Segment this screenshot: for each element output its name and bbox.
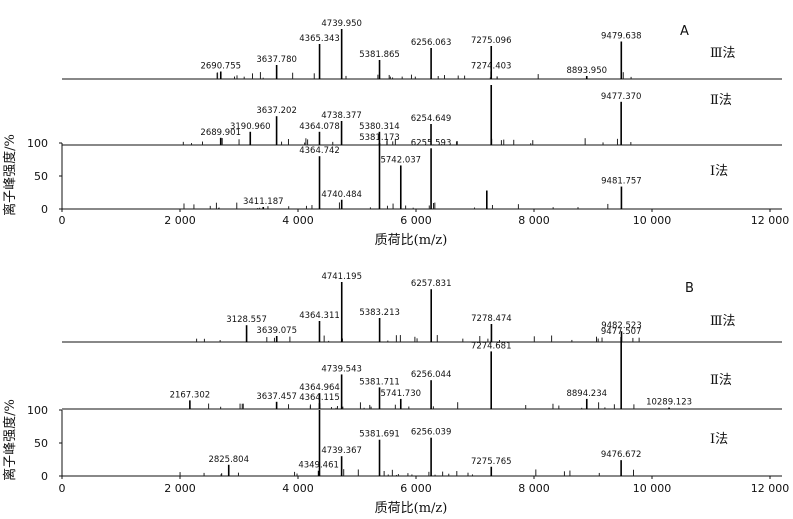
peak-label: 3639.075 bbox=[256, 326, 297, 336]
peak-label: 5381.173 bbox=[359, 133, 400, 143]
peak-label: 4364.078 bbox=[299, 122, 340, 132]
peak-label: 3190.960 bbox=[230, 122, 271, 132]
trace-label: Ⅲ法 bbox=[710, 314, 736, 329]
x-tick-label: 4 000 bbox=[282, 214, 314, 227]
peak-label: 3128.557 bbox=[226, 315, 267, 325]
x-tick-label: 10 000 bbox=[633, 214, 672, 227]
y-tick-label: 0 bbox=[41, 470, 48, 483]
peak-label: 4741.195 bbox=[321, 272, 362, 282]
x-tick-label: 8 000 bbox=[518, 482, 550, 495]
peak-label: 8893.950 bbox=[566, 66, 607, 76]
peak-label: 4365.343 bbox=[299, 34, 340, 44]
peak-label: 6255.593 bbox=[411, 138, 452, 148]
peak-label: 4740.484 bbox=[321, 190, 362, 200]
peak-label: 4739.367 bbox=[321, 446, 362, 456]
peak-label: 7274.403 bbox=[471, 62, 512, 72]
peak-label: 8894.234 bbox=[566, 389, 607, 399]
peak-label: 5741.730 bbox=[380, 389, 421, 399]
peak-label: 10289.123 bbox=[646, 398, 692, 408]
peak-label: 4364.311 bbox=[299, 311, 340, 321]
x-tick-label: 0 bbox=[59, 214, 66, 227]
peak-label: 2167.302 bbox=[170, 390, 211, 400]
peak-label: 5381.711 bbox=[359, 377, 400, 387]
peak-label: 4739.950 bbox=[321, 19, 362, 29]
peak-label: 9477.370 bbox=[601, 92, 642, 102]
x-axis-title: 质荷比(m/z) bbox=[375, 233, 448, 248]
peak-label: 3637.202 bbox=[256, 106, 297, 116]
trace: 0 50 100 2825.804 4349.461 4739.367 5381.691 62… bbox=[27, 404, 782, 483]
panel-letter: B bbox=[685, 281, 694, 296]
peak-label: 2690.755 bbox=[200, 62, 241, 72]
peak-label: 4364.964 bbox=[299, 383, 340, 393]
peak-label: 5381.865 bbox=[359, 50, 400, 60]
x-tick-label: 2 000 bbox=[164, 214, 196, 227]
peak-label: 3637.780 bbox=[256, 55, 297, 65]
peak-label: 4364.115 bbox=[299, 393, 340, 403]
peak-label: 3411.187 bbox=[243, 197, 284, 207]
peak-label: 2825.804 bbox=[208, 455, 249, 465]
peak-label: 6257.831 bbox=[411, 279, 452, 289]
panel-letter: A bbox=[680, 24, 689, 39]
x-tick-label: 12 000 bbox=[751, 482, 790, 495]
peak-label: 7278.474 bbox=[471, 314, 512, 324]
trace-label: Ⅱ法 bbox=[710, 373, 732, 388]
peak-label: 4738.377 bbox=[321, 111, 362, 121]
y-tick-label: 100 bbox=[27, 137, 48, 150]
x-tick-label: 4 000 bbox=[282, 482, 314, 495]
panel-b: 0 2 000 4 000 6 000 8 000 10 000 12 000 质荷比(m/z… bbox=[2, 272, 789, 516]
trace: 0 50 100 3411.187 4364.742 4740.484 5381.173 57… bbox=[27, 133, 782, 216]
peak-label: 9477.507 bbox=[601, 327, 642, 337]
peak-label: 2689.901 bbox=[200, 128, 241, 138]
peak-label: 9479.638 bbox=[601, 32, 642, 42]
peak-label: 6254.649 bbox=[411, 114, 452, 124]
peak-label: 6256.063 bbox=[411, 38, 452, 48]
x-tick-label: 8 000 bbox=[518, 214, 550, 227]
peak-label: 9482.523 bbox=[601, 321, 642, 331]
peak-label: 6256.039 bbox=[411, 428, 452, 438]
peak-label: 5380.314 bbox=[359, 122, 400, 132]
y-tick-label: 100 bbox=[27, 404, 48, 417]
x-tick-label: 0 bbox=[59, 482, 66, 495]
peak-label: 4364.742 bbox=[299, 146, 340, 156]
x-tick-label: 6 000 bbox=[400, 214, 432, 227]
trace-label: Ⅱ法 bbox=[710, 93, 732, 108]
x-tick-label: 2 000 bbox=[164, 482, 196, 495]
trace-label: Ⅲ法 bbox=[710, 46, 736, 61]
trace: 2690.755 3637.780 4365.343 4739.950 5381.865… bbox=[62, 19, 782, 80]
panel-a: 0 2 000 4 000 6 000 8 000 10 000 12 000 质荷比(m/z… bbox=[2, 19, 789, 248]
y-tick-label: 50 bbox=[34, 170, 48, 183]
peak-label: 7275.096 bbox=[471, 36, 512, 46]
peak-label: 5381.691 bbox=[359, 430, 400, 440]
trace-label: Ⅰ法 bbox=[710, 164, 728, 179]
x-tick-label: 12 000 bbox=[751, 214, 790, 227]
x-tick-label: 6 000 bbox=[400, 482, 432, 495]
trace-label: Ⅰ法 bbox=[710, 432, 728, 447]
y-axis-title: 离子峰强度/% bbox=[2, 134, 18, 216]
peak-label: 4739.543 bbox=[321, 364, 362, 374]
peak-label: 9481.757 bbox=[601, 177, 642, 187]
peak-label: 6256.044 bbox=[411, 370, 452, 380]
peak-label: 7275.765 bbox=[471, 457, 512, 467]
x-tick-label: 10 000 bbox=[633, 482, 672, 495]
x-axis-title: 质荷比(m/z) bbox=[375, 501, 448, 516]
peak-label: 3637.457 bbox=[256, 392, 297, 402]
y-axis-title: 离子峰强度/% bbox=[2, 399, 18, 481]
peak-label: 9476.672 bbox=[601, 450, 642, 460]
y-tick-label: 50 bbox=[34, 437, 48, 450]
peak-label: 7274.681 bbox=[471, 341, 512, 351]
y-tick-label: 0 bbox=[41, 203, 48, 216]
peak-label: 5742.037 bbox=[380, 155, 421, 165]
peak-label: 4349.461 bbox=[298, 461, 339, 471]
peak-label: 5383.213 bbox=[359, 308, 400, 318]
